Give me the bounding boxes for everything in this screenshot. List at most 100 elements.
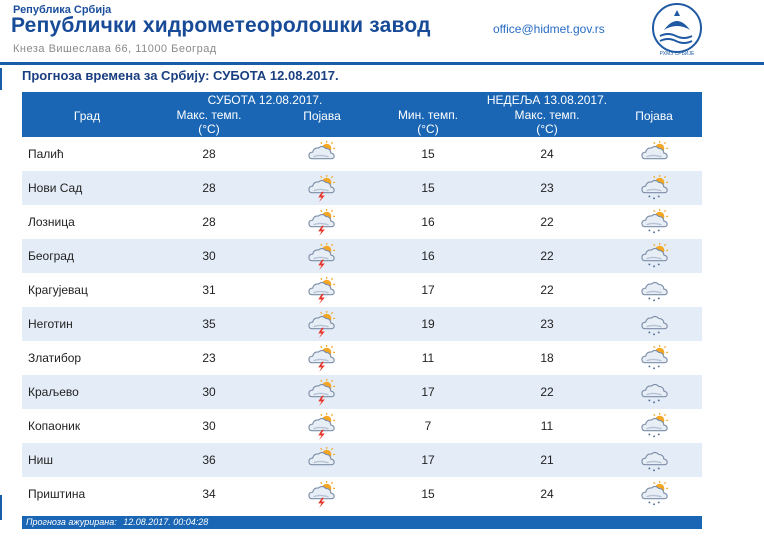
d1-max-temp: 28 — [202, 215, 216, 229]
cloud-rain-icon — [638, 446, 672, 474]
col-d1-max: Макс. темп. — [176, 108, 242, 122]
col-d2-phen: Појава — [635, 109, 673, 123]
forecast-rows: Палић 28 15 24 Нови Сад 28 15 23 Лозница 28 16 22 Бе… — [22, 137, 702, 511]
table-row: Неготин 35 19 23 — [22, 307, 702, 341]
d1-max-temp: 28 — [202, 147, 216, 161]
city-name: Београд — [28, 249, 74, 263]
d1-max-temp: 30 — [202, 249, 216, 263]
d2-min-temp: 15 — [421, 487, 435, 501]
d2-max-temp: 22 — [540, 385, 554, 399]
site-header: Република Србија Републички хидрометеоро… — [0, 0, 764, 62]
d2-max-temp: 18 — [540, 351, 554, 365]
city-name: Палић — [28, 147, 64, 161]
table-row: Приштина 34 15 24 — [22, 477, 702, 511]
table-row: Златибор 23 11 18 — [22, 341, 702, 375]
city-name: Ниш — [28, 453, 53, 467]
sun-cloud-rain-icon — [638, 242, 672, 270]
table-row: Крагујевац 31 17 22 — [22, 273, 702, 307]
d2-min-temp: 7 — [424, 419, 432, 433]
city-name: Златибор — [28, 351, 82, 365]
d2-max-temp: 23 — [540, 317, 554, 331]
d2-max-temp: 22 — [540, 249, 554, 263]
d1-max-temp: 30 — [202, 385, 216, 399]
forecast-table: СУБОТА 12.08.2017. НЕДЕЉА 13.08.2017. Гр… — [22, 92, 702, 511]
city-name: Нови Сад — [28, 181, 83, 195]
sun-cloud-icon — [638, 140, 672, 168]
col-d2-max-unit: (°C) — [536, 122, 558, 136]
d1-max-temp: 30 — [202, 419, 216, 433]
col-city: Град — [73, 109, 101, 123]
col-d1-phen: Појава — [303, 109, 341, 123]
d1-max-temp: 28 — [202, 181, 216, 195]
table-row: Београд 30 16 22 — [22, 239, 702, 273]
d2-min-temp: 17 — [421, 283, 435, 297]
d2-max-temp: 21 — [540, 453, 554, 467]
col-d2-max: Макс. темп. — [514, 108, 580, 122]
city-name: Неготин — [28, 317, 73, 331]
d2-min-temp: 19 — [421, 317, 435, 331]
sun-cloud-rain-icon — [638, 412, 672, 440]
cloud-rain-icon — [638, 310, 672, 338]
table-row: Краљево 30 17 22 — [22, 375, 702, 409]
table-row: Лозница 28 16 22 — [22, 205, 702, 239]
updated-label: Прогноза ажурирана: — [26, 517, 117, 527]
d1-max-temp: 34 — [202, 487, 216, 501]
table-row: Копаоник 30 7 11 — [22, 409, 702, 443]
d2-min-temp: 11 — [421, 351, 435, 365]
d2-max-temp: 11 — [540, 419, 554, 433]
city-name: Краљево — [28, 385, 79, 399]
sun-cloud-rain-icon — [638, 344, 672, 372]
city-name: Лозница — [28, 215, 75, 229]
rhmz-logo: РХМЗ СРБИЈЕ — [652, 3, 702, 57]
d2-max-temp: 22 — [540, 215, 554, 229]
thunderstorm-icon — [305, 276, 339, 304]
d2-min-temp: 15 — [421, 147, 435, 161]
d1-max-temp: 35 — [202, 317, 216, 331]
d2-min-temp: 15 — [421, 181, 435, 195]
table-header: СУБОТА 12.08.2017. НЕДЕЉА 13.08.2017. Гр… — [22, 92, 702, 137]
cloud-rain-icon — [638, 378, 672, 406]
d1-max-temp: 23 — [202, 351, 216, 365]
city-name: Приштина — [28, 487, 86, 501]
institute-name: Републички хидрометеоролошки завод — [11, 14, 431, 37]
day1-label: СУБОТА 12.08.2017. — [207, 93, 323, 107]
d1-max-temp: 31 — [202, 283, 216, 297]
d2-min-temp: 16 — [421, 215, 435, 229]
email-link[interactable]: office@hidmet.gov.rs — [493, 22, 605, 36]
thunderstorm-icon — [305, 412, 339, 440]
city-name: Крагујевац — [28, 283, 88, 297]
logo-text: РХМЗ СРБИЈЕ — [660, 51, 695, 57]
d2-max-temp: 24 — [540, 147, 554, 161]
d2-min-temp: 16 — [421, 249, 435, 263]
forecast-title: Прогноза времена за Србију: СУБОТА 12.08… — [22, 68, 339, 83]
d2-min-temp: 17 — [421, 453, 435, 467]
thunderstorm-icon — [305, 242, 339, 270]
col-d2-min: Мин. темп. — [397, 108, 459, 122]
city-name: Копаоник — [28, 419, 81, 433]
col-d2-min-unit: (°C) — [417, 122, 439, 136]
d1-max-temp: 36 — [202, 453, 216, 467]
sun-cloud-rain-icon — [638, 174, 672, 202]
thunderstorm-icon — [305, 344, 339, 372]
cloud-sun-icon — [305, 140, 339, 168]
sun-cloud-rain-icon — [638, 208, 672, 236]
d2-max-temp: 23 — [540, 181, 554, 195]
thunderstorm-icon — [305, 378, 339, 406]
cloud-sun-icon — [305, 446, 339, 474]
header-rule — [0, 62, 764, 65]
thunderstorm-icon — [305, 174, 339, 202]
thunderstorm-icon — [305, 310, 339, 338]
day2-label: НЕДЕЉА 13.08.2017. — [486, 93, 608, 107]
col-d1-max-unit: (°C) — [198, 122, 220, 136]
table-row: Ниш 36 17 21 — [22, 443, 702, 477]
thunderstorm-icon — [305, 208, 339, 236]
left-border — [0, 68, 2, 90]
country-name: Република Србија — [13, 4, 112, 16]
d2-max-temp: 24 — [540, 487, 554, 501]
d2-max-temp: 22 — [540, 283, 554, 297]
table-row: Палић 28 15 24 — [22, 137, 702, 171]
table-row: Нови Сад 28 15 23 — [22, 171, 702, 205]
sun-cloud-rain-icon — [638, 480, 672, 508]
d2-min-temp: 17 — [421, 385, 435, 399]
left-border — [0, 495, 2, 520]
